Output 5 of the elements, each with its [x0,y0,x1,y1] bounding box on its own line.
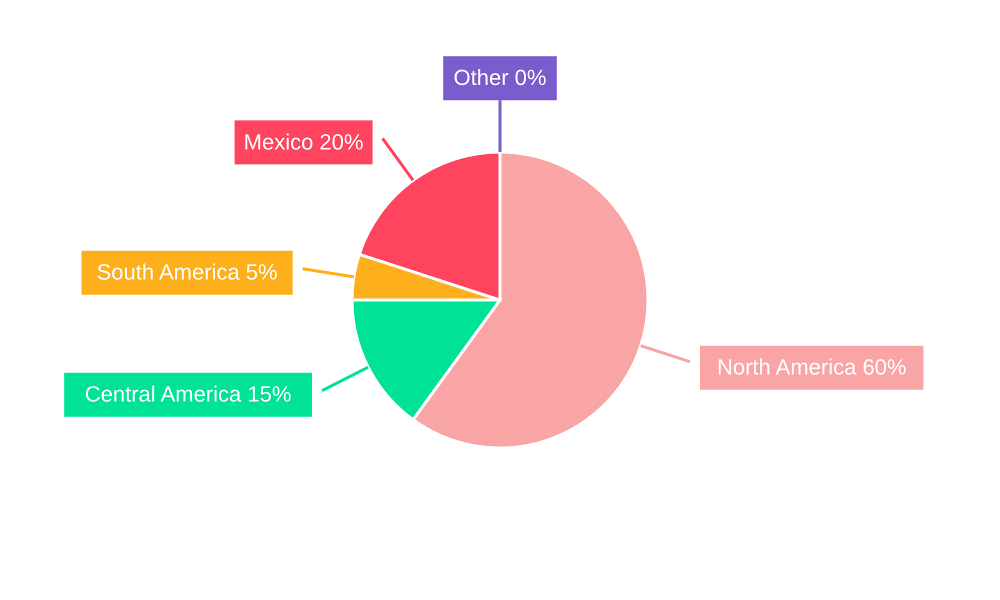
slice-label: Mexico 20% [244,129,364,154]
slice-label: South America 5% [96,260,278,285]
slice-label: Central America 15% [84,382,292,407]
category-label: Other 0% [454,65,546,90]
legend-label: North America 60% [716,354,906,380]
